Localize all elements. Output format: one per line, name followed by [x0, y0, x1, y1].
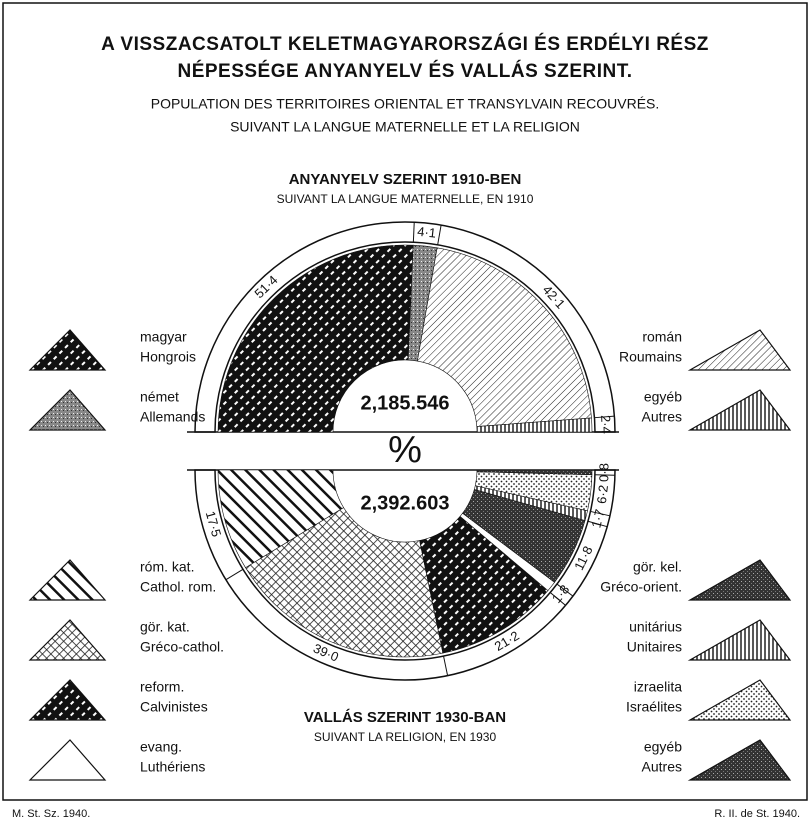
legend-label: gör. kel.	[633, 559, 682, 575]
legend-label: egyéb	[644, 389, 682, 405]
legend-swatch	[687, 619, 792, 661]
wedge	[476, 469, 593, 476]
title: A VISSZACSATOLT KELETMAGYARORSZÁGI ÉS ER…	[101, 33, 709, 55]
footer: R. II. de St. 1940.	[714, 808, 800, 820]
legend-label: Gréco-orient.	[600, 579, 682, 595]
ring-divider	[549, 592, 566, 606]
legend-label: Roumains	[619, 349, 682, 365]
legend-label: Israélites	[626, 699, 682, 715]
legend-label: gör. kat.	[140, 619, 190, 635]
center-label: 2,392.603	[361, 492, 450, 514]
chart-subtitle: SUIVANT LA RELIGION, EN 1930	[314, 730, 497, 744]
legend-label: egyéb	[644, 739, 682, 755]
legend-label: Hongrois	[140, 349, 196, 365]
legend-label: Allemands	[140, 409, 205, 425]
wedge	[217, 244, 414, 433]
legend-label: Gréco-cathol.	[140, 639, 224, 655]
chart-subtitle: SUIVANT LA LANGUE MATERNELLE, EN 1910	[277, 192, 534, 206]
ring-divider	[594, 415, 615, 419]
value-label: 4·1	[417, 224, 437, 241]
legend-swatch	[28, 559, 107, 601]
value-label: 2·4	[598, 415, 614, 434]
legend-label: evang.	[140, 739, 182, 755]
chart-title: ANYANYELV SZERINT 1910-BEN	[289, 171, 522, 188]
legend-label: Calvinistes	[140, 699, 208, 715]
legend-label: román	[642, 329, 682, 345]
ring-divider	[412, 222, 415, 243]
legend-swatch	[28, 389, 107, 431]
legend-label: német	[140, 389, 179, 405]
subtitle: POPULATION DES TERRITOIRES ORIENTAL ET T…	[151, 96, 660, 112]
footer: M. St. Sz. 1940.	[12, 808, 90, 820]
legend-label: Luthériens	[140, 759, 205, 775]
wedge	[245, 507, 444, 658]
legend-swatch	[687, 559, 792, 601]
legend-label: Autres	[642, 759, 682, 775]
ring-divider	[443, 655, 449, 676]
legend-label: Autres	[642, 409, 682, 425]
ring-divider	[590, 510, 611, 517]
ring-divider	[594, 474, 615, 476]
center-label: 2,185.546	[361, 392, 450, 414]
legend-label: izraelita	[634, 679, 682, 695]
value-label: 6·2	[594, 484, 611, 504]
legend-swatch	[28, 679, 107, 721]
ring-divider	[225, 568, 244, 581]
ring-divider	[556, 583, 574, 597]
legend-swatch	[28, 329, 107, 371]
legend-label: reform.	[140, 679, 184, 695]
wedge	[417, 247, 592, 427]
wedge	[476, 417, 593, 433]
subtitle: SUIVANT LA LANGUE MATERNELLE ET LA RELIG…	[230, 119, 580, 135]
chart-title: VALLÁS SZERINT 1930-BAN	[304, 709, 506, 726]
value-label: 0·8	[596, 463, 611, 482]
legend-swatch	[687, 389, 792, 431]
ring-divider	[437, 225, 442, 245]
legend-label: Unitaires	[627, 639, 682, 655]
legend-swatch	[687, 679, 792, 721]
legend-swatch	[28, 619, 107, 661]
legend-label: unitárius	[629, 619, 682, 635]
frame	[2, 2, 808, 801]
legend-label: róm. kat.	[140, 559, 194, 575]
center-symbol: %	[388, 429, 422, 471]
legend-swatch	[687, 739, 792, 781]
title: NÉPESSÉGE ANYANYELV ÉS VALLÁS SZERINT.	[177, 60, 632, 82]
value-label: 1·7	[588, 508, 607, 530]
legend-swatch	[687, 329, 792, 371]
legend-label: magyar	[140, 329, 187, 345]
value-label: 17·5	[203, 509, 225, 538]
legend-swatch	[28, 739, 107, 781]
legend-label: Cathol. rom.	[140, 579, 216, 595]
ring-divider	[587, 520, 608, 528]
